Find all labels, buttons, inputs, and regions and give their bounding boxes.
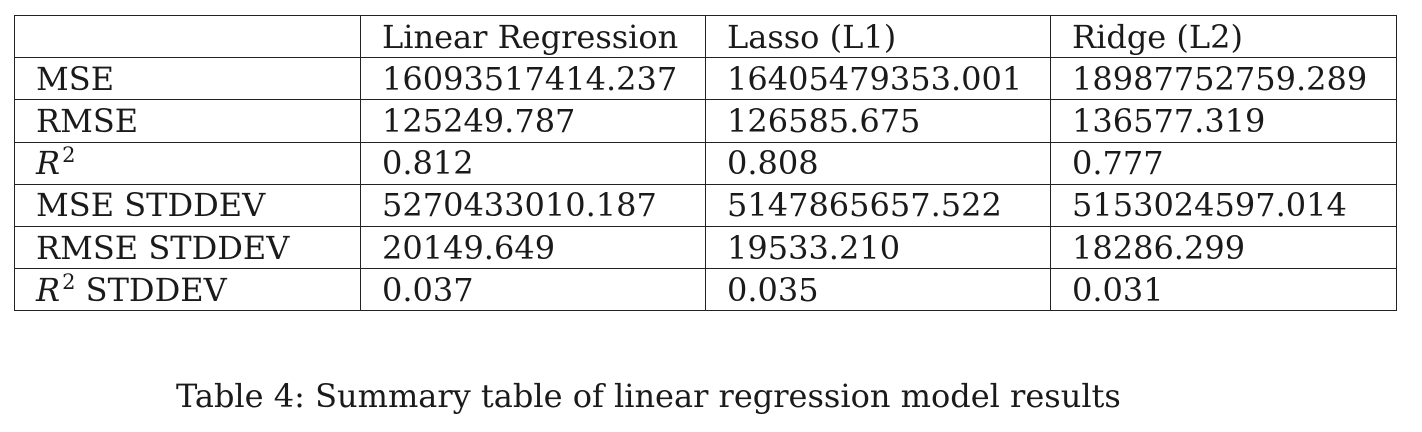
table-row-r-squared-stddev: R2 STDDEV 0.037 0.035 0.031 [14, 268, 1397, 312]
table-cell: 0.037 [360, 268, 706, 312]
table-cell: 125249.787 [360, 99, 706, 143]
results-table-container: Linear Regression Lasso (L1) Ridge (L2) … [14, 14, 1397, 312]
table-cell: 5147865657.522 [705, 183, 1051, 227]
table-cell: 19533.210 [705, 225, 1051, 270]
row-label: MSE STDDEV [14, 183, 361, 227]
row-label: R2 STDDEV [14, 268, 361, 312]
table-cell: 0.031 [1050, 268, 1397, 312]
header-cell-ridge: Ridge (L2) [1050, 14, 1397, 59]
row-label-suffix: STDDEV [85, 270, 227, 309]
table-cell: 5270433010.187 [360, 183, 706, 227]
table-row-rmse-stddev: RMSE STDDEV 20149.649 19533.210 18286.29… [14, 225, 1397, 270]
table-cell: 0.808 [705, 141, 1051, 185]
model-results-table: Linear Regression Lasso (L1) Ridge (L2) … [14, 14, 1397, 312]
table-row-r-squared: R2 0.812 0.808 0.777 [14, 141, 1397, 185]
table-row-mse: MSE 16093517414.237 16405479353.001 1898… [14, 57, 1397, 101]
row-label: RMSE [14, 99, 361, 143]
table-cell: 0.777 [1050, 141, 1397, 185]
table-cell: 126585.675 [705, 99, 1051, 143]
table-header-row: Linear Regression Lasso (L1) Ridge (L2) [14, 14, 1397, 59]
table-cell: 136577.319 [1050, 99, 1397, 143]
r-symbol: R [36, 144, 61, 183]
table-row-rmse: RMSE 125249.787 126585.675 136577.319 [14, 99, 1397, 143]
table-cell: 18987752759.289 [1050, 57, 1397, 101]
row-label: MSE [14, 57, 361, 101]
superscript-2: 2 [62, 269, 76, 294]
table-cell: 20149.649 [360, 225, 706, 270]
table-cell: 18286.299 [1050, 225, 1397, 270]
table-cell: 16405479353.001 [705, 57, 1051, 101]
table-cell: 16093517414.237 [360, 57, 706, 101]
table-cell: 0.035 [705, 268, 1051, 312]
r-symbol: R [36, 270, 61, 309]
row-label: RMSE STDDEV [14, 225, 361, 270]
header-cell-linear-regression: Linear Regression [360, 14, 706, 59]
table-cell: 0.812 [360, 141, 706, 185]
table-row-mse-stddev: MSE STDDEV 5270433010.187 5147865657.522… [14, 183, 1397, 227]
header-cell-lasso: Lasso (L1) [705, 14, 1051, 59]
table-caption: Table 4: Summary table of linear regress… [176, 377, 1121, 415]
table-cell: 5153024597.014 [1050, 183, 1397, 227]
row-label: R2 [14, 141, 361, 185]
header-cell-empty [14, 14, 361, 59]
superscript-2: 2 [62, 143, 76, 168]
